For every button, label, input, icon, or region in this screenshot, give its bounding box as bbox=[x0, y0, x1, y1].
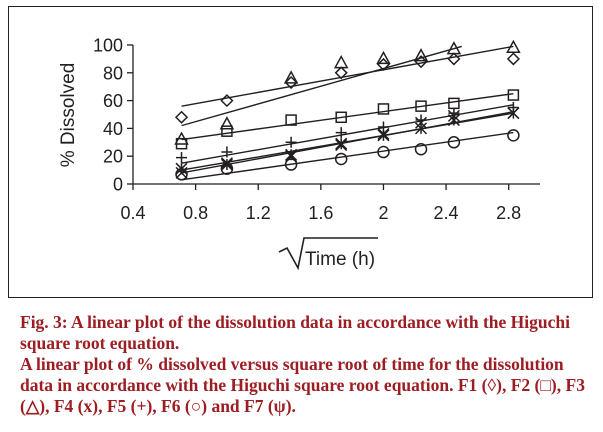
square-marker bbox=[285, 114, 297, 126]
diamond-marker bbox=[284, 75, 298, 90]
y-tick-label: 60 bbox=[103, 91, 123, 111]
triangle-marker bbox=[376, 50, 391, 65]
psi-marker bbox=[220, 157, 233, 170]
fit-line-diamond bbox=[181, 45, 514, 107]
y-tick-label: 100 bbox=[93, 36, 123, 56]
psi-marker bbox=[335, 139, 348, 152]
diamond-marker bbox=[376, 57, 391, 72]
caption-body: A linear plot of % dissolved versus squa… bbox=[20, 354, 585, 416]
x-tick-label: 0.4 bbox=[120, 203, 145, 223]
diamond-marker bbox=[414, 55, 428, 69]
x-tick-label: 2.4 bbox=[434, 203, 459, 223]
y-tick-label: 0 bbox=[113, 175, 123, 195]
diamond-marker bbox=[220, 94, 234, 108]
square-marker bbox=[448, 97, 460, 110]
square-marker bbox=[377, 103, 390, 115]
psi-marker bbox=[447, 109, 460, 122]
y-tick-label: 20 bbox=[103, 147, 123, 167]
plus-marker bbox=[176, 152, 188, 164]
fit-line-plus bbox=[181, 104, 514, 164]
sqrt-symbol bbox=[278, 237, 378, 271]
caption-title: Fig. 3: A linear plot of the dissolution… bbox=[20, 312, 570, 353]
x-tick-label: 2.8 bbox=[496, 203, 521, 223]
fit-lines bbox=[181, 45, 514, 181]
data-points bbox=[174, 39, 521, 181]
triangle-marker bbox=[506, 39, 521, 54]
x-marker bbox=[335, 137, 348, 150]
axis-labels: % Dissolved Time (h) bbox=[58, 63, 378, 271]
psi-marker bbox=[377, 127, 390, 140]
plus-marker bbox=[221, 146, 233, 158]
fit-line-circle bbox=[181, 131, 514, 181]
circle-marker bbox=[414, 143, 428, 156]
diamond-marker bbox=[174, 110, 189, 124]
triangle-marker bbox=[446, 41, 462, 55]
circle-marker bbox=[175, 168, 188, 181]
circle-marker bbox=[334, 152, 348, 166]
x-tick-label: 0.8 bbox=[183, 203, 208, 223]
circle-marker bbox=[507, 129, 520, 142]
circle-marker bbox=[284, 158, 298, 171]
square-marker bbox=[221, 125, 233, 137]
psi-marker bbox=[175, 166, 188, 179]
chart: 0 20 40 60 80 100 0.4 0.8 1.2 1.6 2 2.4 2.8 % Dissol… bbox=[58, 36, 540, 271]
plus-marker bbox=[335, 127, 347, 139]
x-tick-label: 1.6 bbox=[308, 203, 333, 223]
figure-caption: Fig. 3: A linear plot of the dissolution… bbox=[20, 312, 595, 417]
plus-marker bbox=[377, 121, 389, 133]
figure-frame bbox=[8, 6, 593, 298]
triangle-marker bbox=[219, 116, 235, 130]
psi-marker bbox=[285, 150, 298, 163]
triangle-marker bbox=[174, 131, 189, 145]
y-tick-label: 40 bbox=[103, 119, 123, 139]
circle-marker bbox=[377, 145, 390, 159]
axes: 0 20 40 60 80 100 0.4 0.8 1.2 1.6 2 2.4 2.8 bbox=[93, 36, 540, 223]
plus-marker bbox=[285, 136, 297, 148]
plus-marker bbox=[507, 102, 519, 114]
square-marker bbox=[507, 89, 520, 101]
triangle-marker bbox=[283, 70, 299, 84]
fit-line-square bbox=[181, 92, 514, 141]
diamond-marker bbox=[506, 52, 520, 66]
y-axis-label: % Dissolved bbox=[58, 63, 79, 168]
x-tick-label: 2 bbox=[378, 203, 388, 223]
x-marker bbox=[220, 158, 233, 171]
psi-marker bbox=[507, 107, 520, 120]
x-tick-label: 1.2 bbox=[246, 203, 271, 223]
x-axis-label: Time (h) bbox=[305, 249, 375, 270]
fit-line-psi bbox=[181, 112, 514, 171]
y-tick-label: 80 bbox=[103, 63, 123, 83]
square-marker bbox=[415, 100, 427, 112]
diamond-marker bbox=[447, 52, 461, 66]
triangle-marker bbox=[333, 55, 349, 69]
psi-marker bbox=[415, 116, 428, 129]
triangle-marker bbox=[413, 48, 429, 62]
circle-marker bbox=[447, 136, 461, 149]
diamond-marker bbox=[334, 66, 348, 80]
square-marker bbox=[335, 111, 347, 124]
